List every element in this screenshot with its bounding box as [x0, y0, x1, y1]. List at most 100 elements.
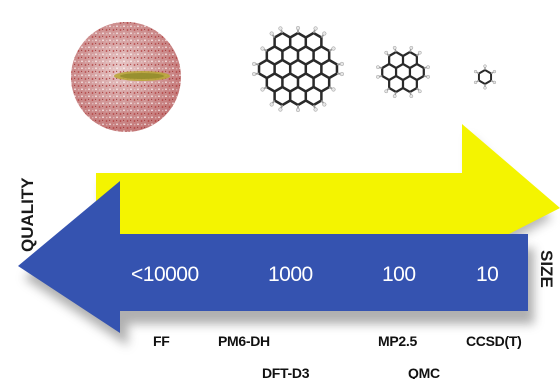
hydrogen-atom — [409, 45, 414, 50]
coronene-molecule-icon — [376, 45, 430, 99]
hydrogen-atom — [417, 50, 422, 55]
bond — [265, 45, 276, 53]
bond — [408, 74, 418, 82]
bond — [320, 58, 331, 66]
method-label: MP2.5 — [378, 333, 417, 349]
bond — [304, 45, 315, 53]
hydrogen-atom — [313, 26, 318, 31]
bond — [304, 99, 315, 107]
hydrogen-atom — [392, 94, 397, 99]
bond — [304, 72, 315, 80]
bond — [281, 45, 292, 53]
benzene-molecule-icon — [473, 64, 497, 90]
bond — [296, 58, 308, 66]
solvated-system-icon — [71, 22, 181, 132]
hydrogen-atom — [376, 65, 380, 70]
bond — [401, 62, 412, 70]
bond — [288, 72, 300, 80]
hydrogen-atom — [492, 80, 497, 85]
bond — [296, 31, 308, 39]
bond — [381, 74, 391, 82]
bond — [296, 85, 308, 93]
bond — [257, 72, 269, 80]
bond — [401, 86, 412, 94]
bond — [281, 72, 292, 80]
hydrogen-atom — [426, 65, 430, 70]
bond — [288, 58, 300, 66]
hydrogen-atom — [339, 61, 344, 66]
bond — [288, 31, 300, 39]
bond — [265, 58, 276, 66]
bond — [281, 85, 292, 93]
bond — [408, 50, 418, 58]
bond — [281, 58, 292, 66]
hydrogen-atom — [278, 107, 283, 112]
bond — [484, 69, 493, 75]
hydrogen-atom — [417, 89, 422, 94]
bond — [327, 72, 339, 80]
bond — [273, 72, 284, 80]
hydrogen-atom — [252, 61, 257, 66]
bond — [296, 99, 308, 107]
size-arrow — [18, 181, 528, 333]
bond — [394, 86, 405, 94]
size-value: 10 — [476, 263, 498, 286]
bond — [304, 31, 315, 39]
hydrogen-atom — [483, 64, 487, 68]
bond — [320, 72, 331, 80]
bond — [388, 62, 398, 70]
hydrogen-atom — [483, 86, 487, 90]
bond — [288, 45, 300, 53]
hydrogen-atom — [322, 102, 327, 107]
bond — [304, 58, 315, 66]
bond — [265, 72, 276, 80]
hydrogen-atom — [492, 69, 497, 74]
bond — [273, 99, 284, 107]
hydrogen-atom — [473, 80, 478, 85]
hydrogen-atom — [252, 72, 257, 77]
hydrogen-atom — [426, 74, 430, 79]
bond — [312, 85, 323, 93]
size-value: 1000 — [268, 263, 313, 286]
hydrogen-atom — [322, 31, 327, 36]
bond — [388, 50, 398, 58]
hydrogen-atom — [331, 46, 336, 51]
method-label: PM6-DH — [218, 333, 270, 349]
bond — [273, 85, 284, 93]
hydrogen-atom — [260, 46, 265, 51]
quality-arrow — [96, 124, 560, 258]
hydrogen-atom — [295, 107, 301, 112]
bond — [257, 58, 269, 66]
hydrogen-atom — [278, 26, 283, 31]
hydrogen-atom — [376, 74, 380, 79]
method-label: QMC — [408, 365, 440, 379]
hydrogen-atom — [339, 72, 344, 77]
method-label: CCSD(T) — [466, 333, 521, 349]
bond — [312, 72, 323, 80]
hydrogen-atom — [269, 31, 274, 36]
large-graphene-flake-icon — [252, 26, 344, 112]
bond — [327, 58, 339, 66]
bond — [477, 69, 486, 75]
bond — [312, 31, 323, 39]
bond — [401, 50, 412, 58]
bond — [484, 79, 493, 85]
hydrogen-atom — [392, 45, 397, 50]
bond — [281, 99, 292, 107]
bond — [281, 31, 292, 39]
hydrogen-atom — [295, 26, 301, 31]
bond — [388, 74, 398, 82]
size-axis-label: SIZE — [537, 250, 556, 288]
bond — [296, 45, 308, 53]
bond — [273, 45, 284, 53]
bond — [401, 74, 412, 82]
method-label: FF — [153, 333, 170, 349]
bond — [408, 86, 418, 94]
hydrogen-atom — [260, 87, 265, 92]
bond — [415, 74, 425, 82]
hydrogen-atom — [409, 94, 414, 99]
bond — [288, 85, 300, 93]
bond — [381, 62, 391, 70]
